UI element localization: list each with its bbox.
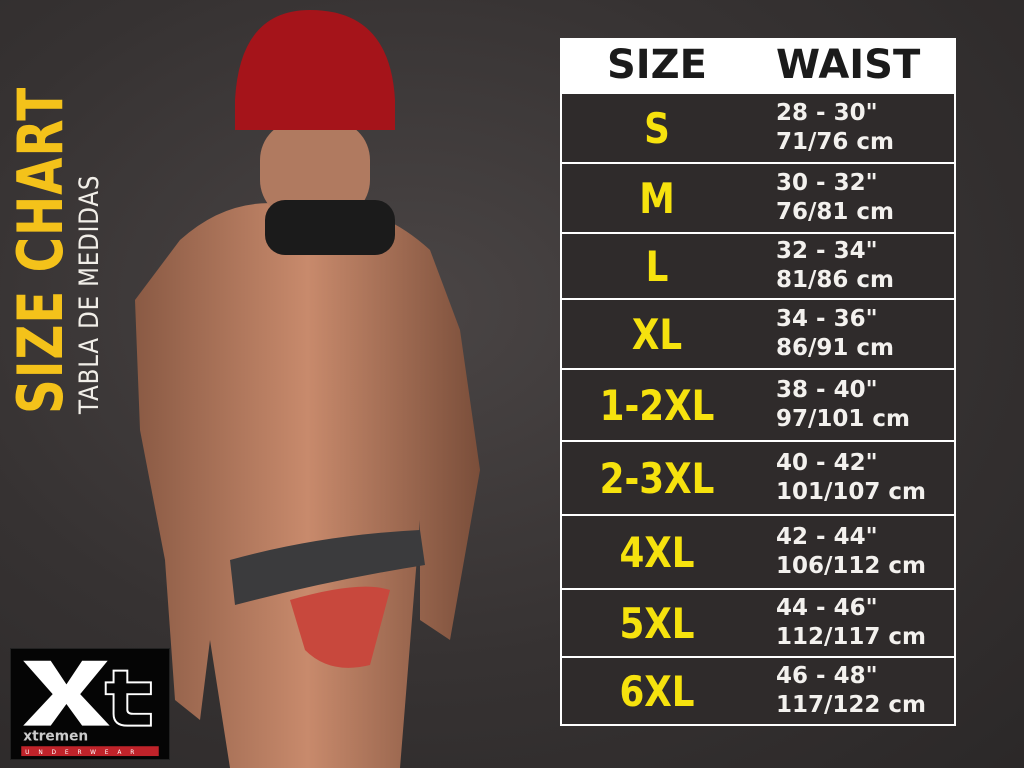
size-label: 5XL: [619, 598, 695, 648]
waist-inches: 44 - 46": [776, 595, 878, 621]
waist-cm: 97/101 cm: [776, 406, 911, 432]
size-row: 4XL 42 - 44" 106/112 cm: [562, 516, 954, 588]
xtremen-logo: xtremen UNDERWEAR: [10, 648, 170, 760]
waist-value: 44 - 46" 112/117 cm: [752, 594, 926, 652]
waist-inches: 42 - 44": [776, 524, 878, 550]
size-row: 2-3XL 40 - 42" 101/107 cm: [562, 442, 954, 514]
size-label: 4XL: [619, 527, 695, 577]
logo-x-mark: [23, 660, 110, 726]
waist-cm: 106/112 cm: [776, 553, 927, 579]
waist-cm: 112/117 cm: [776, 624, 927, 650]
waist-cm: 81/86 cm: [776, 267, 895, 293]
waist-cm: 101/107 cm: [776, 479, 927, 505]
waist-value: 30 - 32" 76/81 cm: [752, 169, 894, 227]
waist-value: 38 - 40" 97/101 cm: [752, 376, 910, 434]
waist-inches: 30 - 32": [776, 170, 878, 196]
logo-t-mark: [104, 669, 152, 727]
logo-tagline: UNDERWEAR: [25, 750, 143, 756]
size-chart-subtitle: TABLA DE MEDIDAS: [74, 174, 105, 414]
goggles: [265, 200, 395, 255]
waist-inches: 28 - 30": [776, 100, 878, 126]
size-table: SIZE WAIST S 28 - 30" 71/76 cm M 30 - 32" 7…: [560, 38, 956, 726]
size-label: 1-2XL: [599, 380, 715, 430]
size-row: 6XL 46 - 48" 117/122 cm: [562, 658, 954, 724]
waist-value: 28 - 30" 71/76 cm: [752, 99, 894, 157]
waist-cm: 117/122 cm: [776, 692, 927, 718]
waist-inches: 40 - 42": [776, 450, 878, 476]
waist-inches: 34 - 36": [776, 306, 878, 332]
size-header: SIZE: [606, 42, 708, 88]
waist-header: WAIST: [776, 42, 921, 88]
size-label: S: [644, 103, 670, 153]
size-row: 1-2XL 38 - 40" 97/101 cm: [562, 370, 954, 440]
waistband: [230, 530, 425, 605]
size-row: L 32 - 34" 81/86 cm: [562, 234, 954, 298]
size-chart-title: SIZE CHART: [4, 86, 77, 414]
table-header: SIZE WAIST: [562, 38, 954, 92]
waist-value: 46 - 48" 117/122 cm: [752, 662, 926, 720]
waist-inches: 46 - 48": [776, 663, 878, 689]
size-row: M 30 - 32" 76/81 cm: [562, 164, 954, 232]
waist-inches: 32 - 34": [776, 238, 878, 264]
size-row: XL 34 - 36" 86/91 cm: [562, 300, 954, 368]
waist-value: 32 - 34" 81/86 cm: [752, 237, 894, 295]
waist-cm: 86/91 cm: [776, 335, 895, 361]
waist-value: 34 - 36" 86/91 cm: [752, 305, 894, 363]
helmet: [235, 10, 395, 130]
waist-cm: 71/76 cm: [776, 129, 895, 155]
size-row: S 28 - 30" 71/76 cm: [562, 94, 954, 162]
side-title: SIZE CHART TABLA DE MEDIDAS: [4, 0, 106, 414]
waist-value: 40 - 42" 101/107 cm: [752, 449, 926, 507]
waist-cm: 76/81 cm: [776, 199, 895, 225]
waist-inches: 38 - 40": [776, 377, 878, 403]
size-label: XL: [631, 309, 683, 359]
size-row: 5XL 44 - 46" 112/117 cm: [562, 590, 954, 656]
size-label: M: [639, 173, 675, 223]
size-label: L: [645, 241, 669, 291]
model-photo: [135, 10, 480, 768]
waist-value: 42 - 44" 106/112 cm: [752, 523, 926, 581]
logo-brand: xtremen: [23, 728, 88, 744]
size-label: 6XL: [619, 666, 695, 716]
size-label: 2-3XL: [599, 453, 715, 503]
